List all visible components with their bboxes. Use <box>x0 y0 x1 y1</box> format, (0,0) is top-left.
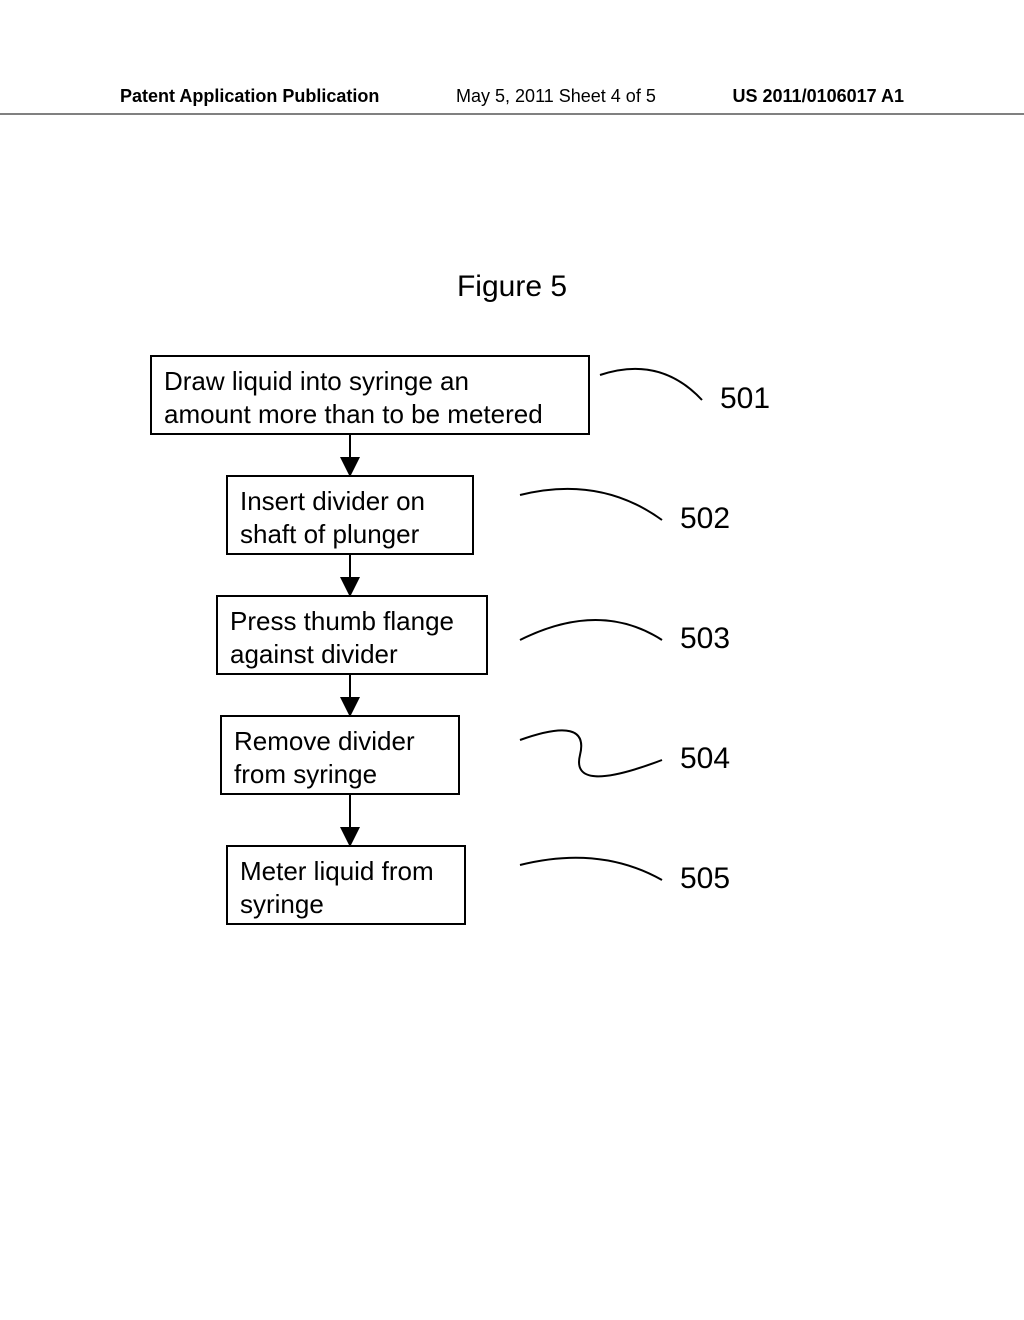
flow-step-text: syringe <box>240 888 452 921</box>
leader-line-icon <box>520 858 662 880</box>
leader-line-icon <box>520 620 662 640</box>
flow-step-505: Meter liquid fromsyringe <box>226 845 466 925</box>
flow-step-502: Insert divider onshaft of plunger <box>226 475 474 555</box>
reference-numeral-504: 504 <box>680 742 730 776</box>
flow-step-text: Press thumb flange <box>230 605 474 638</box>
flow-step-text: amount more than to be metered <box>164 398 576 431</box>
reference-numeral-501: 501 <box>720 382 770 416</box>
flow-step-text: from syringe <box>234 758 446 791</box>
reference-numeral-502: 502 <box>680 502 730 536</box>
flow-step-text: against divider <box>230 638 474 671</box>
flow-step-504: Remove dividerfrom syringe <box>220 715 460 795</box>
diagram-overlay <box>0 0 1024 1320</box>
leader-line-icon <box>600 369 702 400</box>
page-header: Patent Application Publication May 5, 20… <box>0 86 1024 115</box>
header-left: Patent Application Publication <box>120 86 379 107</box>
flow-step-text: Draw liquid into syringe an <box>164 365 576 398</box>
reference-numeral-503: 503 <box>680 622 730 656</box>
flow-step-text: Remove divider <box>234 725 446 758</box>
flow-step-503: Press thumb flangeagainst divider <box>216 595 488 675</box>
header-center: May 5, 2011 Sheet 4 of 5 <box>456 86 656 107</box>
flow-step-text: shaft of plunger <box>240 518 460 551</box>
reference-numeral-505: 505 <box>680 862 730 896</box>
flow-step-text: Meter liquid from <box>240 855 452 888</box>
flow-step-text: Insert divider on <box>240 485 460 518</box>
header-right: US 2011/0106017 A1 <box>733 86 904 107</box>
leader-line-icon <box>520 489 662 520</box>
leader-line-icon <box>520 730 662 776</box>
figure-title: Figure 5 <box>457 270 567 304</box>
flow-step-501: Draw liquid into syringe anamount more t… <box>150 355 590 435</box>
